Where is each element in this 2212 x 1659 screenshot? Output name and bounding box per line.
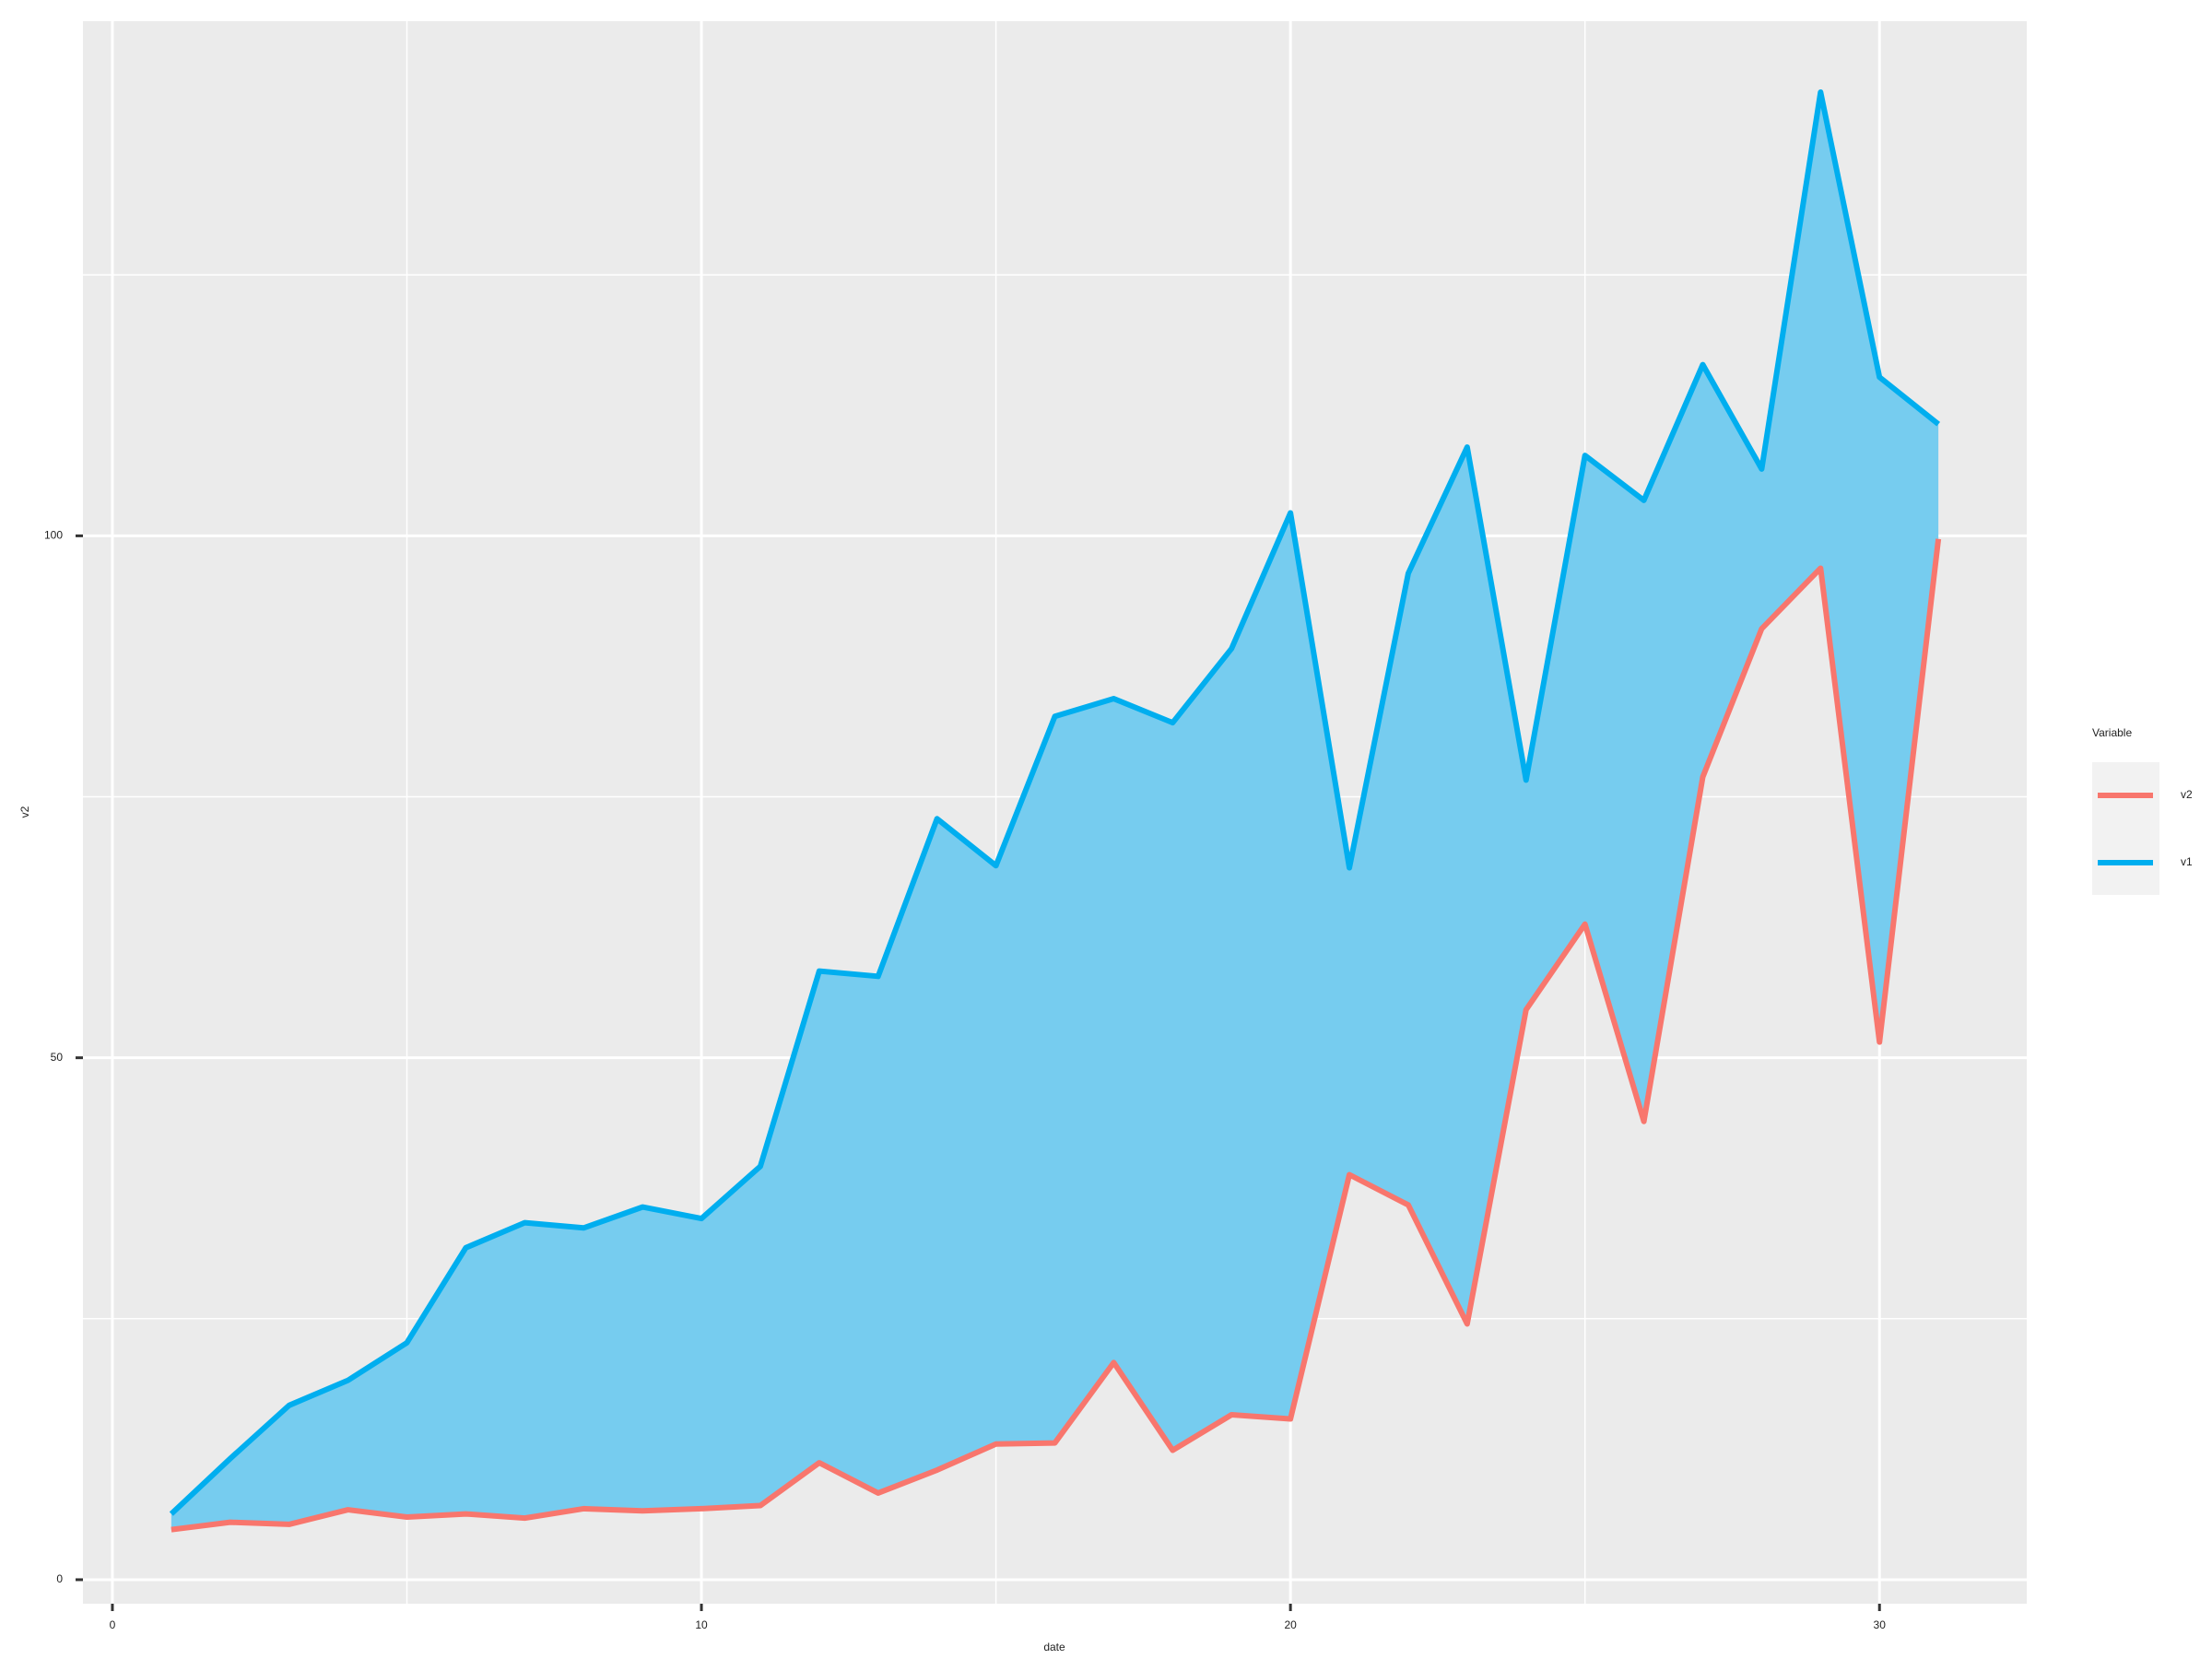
legend-title: Variable (2092, 726, 2132, 739)
y-tick-label: 0 (56, 1572, 63, 1585)
series-line (171, 538, 1942, 1533)
y-tick-label: 50 (51, 1051, 64, 1064)
x-tick-label: 20 (1284, 1618, 1297, 1631)
legend-label: v2 (2181, 788, 2193, 801)
x-axis-title: date (1043, 1641, 1065, 1653)
y-axis-title: v2 (18, 806, 31, 818)
y-tick-label: 100 (44, 529, 63, 542)
x-tick-label: 30 (1874, 1618, 1887, 1631)
legend-background (2092, 762, 2159, 895)
x-tick-label: 0 (110, 1618, 116, 1631)
x-tick-label: 10 (695, 1618, 708, 1631)
ribbon (171, 92, 1939, 1530)
series-line (169, 89, 1941, 1516)
legend-label: v1 (2181, 855, 2193, 868)
